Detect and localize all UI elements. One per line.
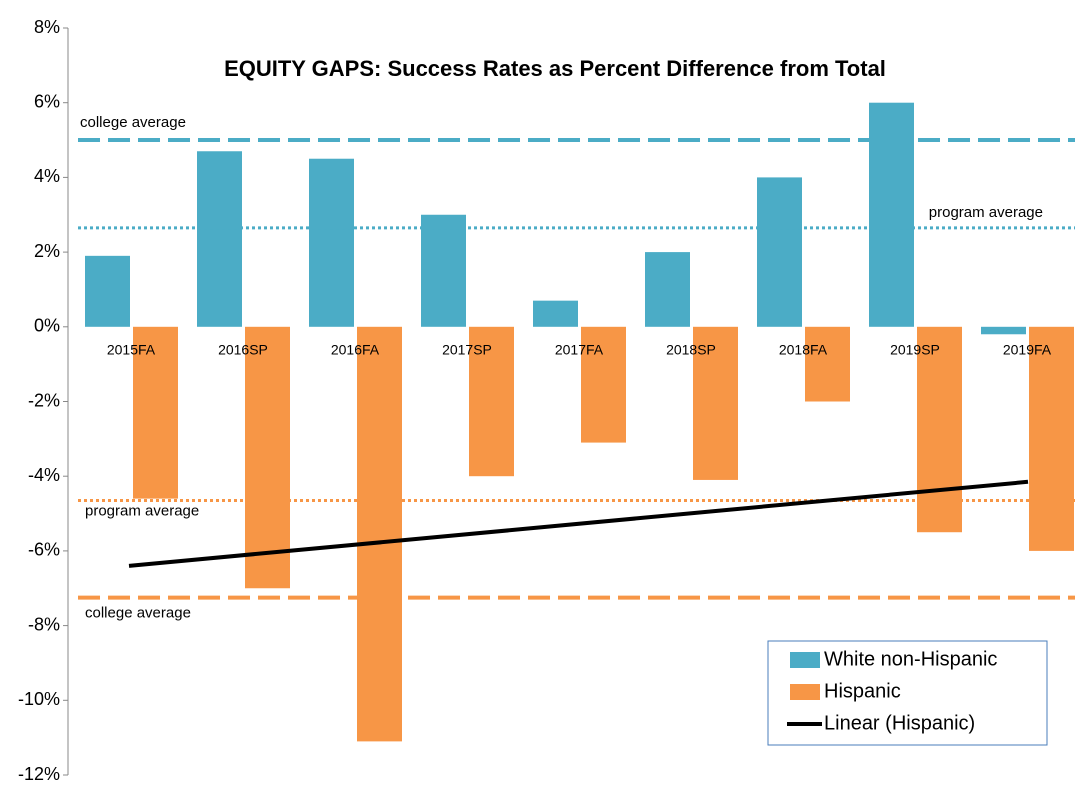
x-tick-label: 2016SP — [218, 342, 268, 358]
x-tick-label: 2017SP — [442, 342, 492, 358]
bar — [693, 326, 738, 480]
y-tick-label: 2% — [34, 241, 60, 261]
legend-label: Linear (Hispanic) — [824, 712, 975, 734]
bar — [533, 300, 578, 327]
bar — [85, 255, 130, 327]
y-tick-label: -2% — [28, 390, 60, 410]
y-tick-label: 6% — [34, 91, 60, 111]
bar — [645, 252, 690, 327]
bar — [421, 214, 466, 327]
y-tick-label: 4% — [34, 166, 60, 186]
bar — [917, 326, 962, 533]
x-tick-label: 2015FA — [107, 342, 156, 358]
reference-label: college average — [80, 114, 186, 131]
reference-label: program average — [85, 502, 199, 519]
bar — [581, 326, 626, 443]
reference-label: program average — [929, 204, 1043, 221]
y-tick-label: 8% — [34, 17, 60, 37]
x-tick-label: 2018FA — [779, 342, 828, 358]
y-tick-label: 0% — [34, 316, 60, 336]
legend: White non-Hispanic Hispanic Linear (Hispan… — [767, 640, 1048, 746]
bar — [133, 326, 178, 499]
x-tick-label: 2019SP — [890, 342, 940, 358]
bar — [469, 326, 514, 477]
bar — [869, 102, 914, 327]
y-tick-label: -12% — [18, 764, 60, 784]
legend-label: White non-Hispanic — [824, 648, 997, 670]
x-tick-label: 2019FA — [1003, 342, 1052, 358]
legend-swatch — [790, 652, 820, 668]
legend-label: Hispanic — [824, 680, 901, 702]
y-tick-label: -8% — [28, 614, 60, 634]
bar — [245, 326, 290, 589]
bar — [309, 158, 354, 327]
bar — [805, 326, 850, 402]
bar — [197, 151, 242, 327]
y-tick-label: -4% — [28, 465, 60, 485]
y-tick-label: -6% — [28, 540, 60, 560]
bar — [981, 326, 1026, 335]
y-tick-label: -10% — [18, 689, 60, 709]
reference-label: college average — [85, 605, 191, 622]
x-tick-label: 2017FA — [555, 342, 604, 358]
x-tick-label: 2016FA — [331, 342, 380, 358]
trendline — [128, 479, 1029, 568]
bar — [1029, 326, 1074, 551]
bar — [757, 177, 802, 327]
legend-swatch — [790, 684, 820, 700]
x-tick-label: 2018SP — [666, 342, 716, 358]
chart-title: EQUITY GAPS: Success Rates as Percent Di… — [224, 56, 886, 81]
bar — [357, 326, 402, 742]
